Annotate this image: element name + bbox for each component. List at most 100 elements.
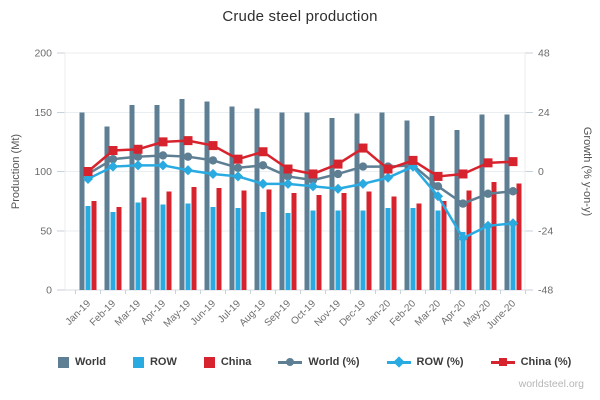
marker-circle: [458, 199, 468, 208]
marker-square: [308, 169, 318, 179]
bar-china: [341, 192, 347, 290]
marker-circle: [208, 156, 218, 165]
marker-square: [233, 154, 243, 164]
bar-china: [416, 203, 422, 290]
bar-world: [504, 114, 510, 291]
chart-title: Crude steel production: [222, 8, 378, 25]
bar-world: [229, 106, 235, 290]
bar-china: [491, 182, 497, 290]
marker-diamond: [207, 168, 219, 180]
bar-row: [285, 212, 291, 290]
bar-row: [410, 208, 416, 290]
bar-china: [366, 191, 372, 290]
right-axis-tick-label: 48: [538, 48, 550, 60]
bar-china: [316, 195, 322, 290]
bar-world: [129, 105, 135, 290]
marker-square: [383, 164, 393, 174]
legend-label: World (%): [308, 356, 360, 368]
marker-square: [258, 147, 268, 157]
left-axis-tick-label: 200: [34, 48, 52, 60]
x-axis-label: Jan-19: [64, 298, 94, 328]
legend-swatch-line: [490, 357, 515, 368]
legend-item-world----: World (%): [278, 356, 360, 368]
bar-world: [104, 126, 110, 290]
bar-china: [291, 192, 297, 290]
legend-swatch-line: [386, 356, 411, 368]
marker-circle: [108, 154, 118, 164]
legend-item-row----: ROW (%): [386, 356, 464, 368]
right-axis-tick-label: -48: [538, 285, 553, 297]
marker-square: [158, 137, 168, 147]
legend-swatch-bar: [203, 356, 215, 368]
bar-china: [141, 197, 147, 290]
line-world: [87, 154, 514, 205]
right-axis-tick-label: 0: [538, 166, 544, 178]
x-axis-label: Jun-19: [189, 298, 219, 328]
bar-row: [360, 210, 366, 290]
chart-canvas: 0 50 100 150 200 -48 -24 0 24 48 Jan-19Feb-19Mar-1…: [10, 48, 593, 332]
right-axis-tick-label: -24: [538, 225, 553, 237]
bar-row: [510, 222, 516, 290]
bar-row: [235, 208, 241, 290]
bar-row: [135, 202, 141, 290]
bar-world: [79, 112, 85, 290]
watermark: worldsteel.org: [518, 378, 584, 390]
marker-circle: [258, 161, 268, 170]
bar-world: [479, 114, 485, 291]
bar-row: [185, 203, 191, 290]
bar-world: [254, 108, 260, 290]
marker-square: [83, 167, 93, 176]
marker-circle: [158, 151, 168, 160]
bar-china: [391, 196, 397, 290]
marker-square: [133, 144, 143, 154]
marker-square: [208, 141, 218, 151]
bar-row: [335, 210, 341, 290]
legend-swatch-bar: [132, 356, 144, 368]
marker-circle: [233, 163, 243, 172]
legend-label: ROW (%): [416, 356, 464, 368]
bar-row: [485, 226, 491, 290]
x-axis-label: Feb-20: [388, 298, 418, 328]
legend-item-world: World: [58, 356, 106, 368]
bar-china: [516, 183, 522, 290]
bar-world: [179, 99, 185, 290]
left-axis-tick-label: 0: [46, 285, 52, 297]
bar-china: [441, 201, 447, 290]
marker-circle: [508, 187, 518, 196]
bar-row: [210, 207, 216, 290]
left-axis-tick-label: 100: [34, 166, 52, 178]
left-axis-tick-label: 150: [34, 107, 52, 119]
x-axis-label: Dec-19: [338, 298, 369, 329]
bar-world: [454, 130, 460, 290]
marker-square: [183, 136, 193, 146]
bar-row: [260, 211, 266, 290]
left-axis-title: Production (Mt): [10, 134, 22, 209]
marker-square: [108, 146, 118, 156]
bar-world: [379, 112, 385, 290]
x-axis-label: Aug-19: [238, 298, 269, 329]
bar-row: [310, 210, 316, 290]
bar-china: [266, 189, 272, 290]
legend-swatch-bar: [58, 356, 69, 368]
bar-row: [385, 208, 391, 290]
marker-circle: [483, 189, 493, 198]
bar-china: [216, 188, 222, 290]
x-axis-label: Mar-19: [113, 298, 143, 328]
left-axis-tick-label: 50: [40, 225, 52, 237]
marker-square: [433, 171, 443, 181]
marker-square: [333, 159, 343, 169]
x-axis-label: Mar-20: [413, 298, 443, 328]
bar-world: [154, 105, 160, 290]
bar-china: [116, 207, 122, 290]
legend-item-row: ROW: [132, 356, 177, 368]
x-axis-label: Nov-19: [313, 298, 344, 329]
x-axis-label: May-19: [162, 298, 194, 330]
bar-row: [435, 210, 441, 290]
marker-diamond: [157, 160, 169, 171]
marker-square: [508, 157, 518, 167]
bar-world: [354, 113, 360, 290]
marker-diamond: [182, 165, 194, 176]
bar-world: [204, 101, 210, 291]
marker-diamond: [132, 160, 144, 171]
bar-row: [85, 205, 91, 290]
